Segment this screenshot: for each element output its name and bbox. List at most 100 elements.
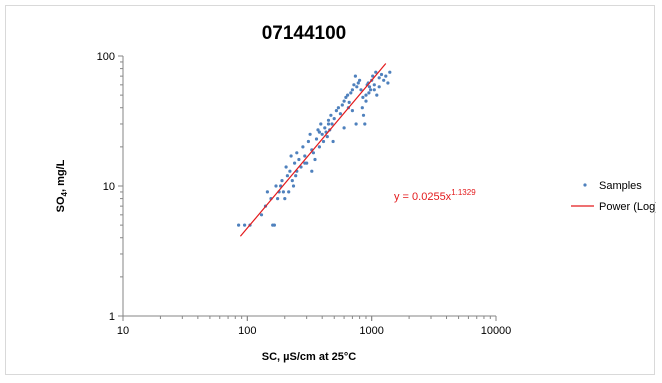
- chart-svg: 07144100 10 100 1000 10000 1 10 100 SC, …: [55, 23, 656, 363]
- sample-point: [291, 184, 296, 188]
- y-tick-labels: 1 10 100: [97, 51, 115, 323]
- sample-point: [289, 154, 293, 158]
- sample-point: [317, 130, 321, 134]
- sample-point: [386, 81, 390, 85]
- sample-point: [311, 151, 315, 155]
- sample-point: [243, 223, 247, 227]
- sample-point: [308, 132, 312, 136]
- x-tick-labels: 10 100 1000 10000: [117, 325, 511, 337]
- sample-point: [355, 85, 359, 89]
- legend-samples-marker: [583, 183, 587, 187]
- sample-point: [342, 99, 346, 103]
- sample-point: [379, 72, 384, 77]
- sample-point: [336, 106, 340, 110]
- sample-point: [281, 190, 285, 194]
- sample-point: [326, 118, 331, 122]
- sample-point: [359, 88, 363, 92]
- sample-point: [361, 95, 365, 99]
- sample-point: [293, 161, 297, 165]
- sample-point: [382, 78, 386, 82]
- sample-point: [356, 81, 360, 85]
- x-tick-label-1000: 1000: [359, 325, 383, 337]
- chart-area: 07144100 10 100 1000 10000 1 10 100 SC, …: [5, 5, 656, 375]
- y-tick-label-1: 1: [109, 311, 115, 323]
- sample-point: [332, 117, 336, 121]
- sample-point: [303, 154, 307, 158]
- sample-point: [377, 76, 381, 80]
- sample-point: [301, 145, 305, 149]
- sample-point: [361, 113, 366, 117]
- trendline-equation-exponent: 1.1329: [451, 188, 476, 197]
- y-tick-label-10: 10: [103, 181, 115, 193]
- sample-point: [334, 109, 338, 113]
- sample-point: [354, 122, 358, 126]
- sample-point: [272, 223, 276, 227]
- legend-trend-label: Power (Log): [599, 201, 656, 213]
- sample-point: [364, 99, 368, 103]
- sample-point: [374, 70, 378, 74]
- sample-point: [285, 174, 289, 178]
- sample-point: [294, 174, 298, 178]
- sample-point: [287, 190, 291, 194]
- trendline-equation: y = 0.0255x1.1329: [394, 188, 476, 203]
- chart-title: 07144100: [262, 23, 347, 44]
- sample-point: [284, 165, 288, 169]
- sample-point: [350, 109, 354, 113]
- sample-point: [314, 137, 319, 141]
- sample-point: [259, 213, 264, 217]
- sample-point: [372, 83, 376, 87]
- x-tick-label-10000: 10000: [481, 325, 512, 337]
- sample-point: [363, 122, 367, 126]
- sample-point: [288, 169, 292, 173]
- sample-point: [353, 74, 357, 78]
- sample-point: [297, 157, 301, 162]
- sample-point: [340, 103, 344, 107]
- sample-point: [326, 122, 331, 126]
- y-axis-title-tail: , mg/L: [55, 159, 67, 192]
- x-tick-label-10: 10: [117, 325, 129, 337]
- sample-point: [338, 112, 342, 116]
- trendline-power: [239, 63, 387, 237]
- sample-point: [377, 85, 381, 89]
- sample-point: [325, 135, 329, 139]
- legend-samples-label: Samples: [599, 180, 642, 192]
- sample-point: [369, 88, 373, 92]
- sample-point: [346, 93, 350, 97]
- sample-point: [352, 83, 356, 87]
- sample-point: [313, 157, 317, 162]
- ticks-group: [118, 55, 497, 321]
- sample-point: [265, 190, 269, 194]
- sample-point: [295, 151, 299, 155]
- legend: Samples Power (Log): [571, 180, 656, 213]
- sample-point: [330, 122, 334, 126]
- y-axis-title-main: SO: [55, 196, 67, 212]
- sample-point: [358, 78, 362, 82]
- trendline-equation-base: y = 0.0255x: [394, 191, 452, 203]
- y-tick-label-100: 100: [97, 51, 115, 63]
- sample-point: [319, 122, 323, 126]
- sample-point: [375, 93, 379, 97]
- sample-point: [371, 74, 375, 78]
- sample-point: [350, 88, 354, 92]
- sample-point: [331, 139, 335, 144]
- sample-point: [317, 145, 321, 149]
- sample-point: [329, 113, 333, 117]
- sample-point: [283, 197, 287, 201]
- sample-point: [372, 88, 376, 92]
- sample-point: [276, 197, 280, 201]
- x-tick-label-100: 100: [238, 325, 256, 337]
- sample-point: [388, 70, 392, 74]
- sample-point: [344, 95, 348, 99]
- sample-point: [237, 223, 241, 227]
- sample-point: [364, 93, 368, 97]
- sample-point: [367, 85, 372, 89]
- y-axis-title-sub: 4: [60, 191, 69, 196]
- sample-point: [342, 126, 346, 130]
- sample-point: [323, 126, 327, 130]
- sample-point: [367, 91, 371, 95]
- sample-point: [274, 184, 278, 188]
- sample-point: [360, 106, 364, 110]
- sample-point: [384, 74, 388, 78]
- sample-point: [306, 139, 310, 144]
- sample-point: [321, 139, 326, 144]
